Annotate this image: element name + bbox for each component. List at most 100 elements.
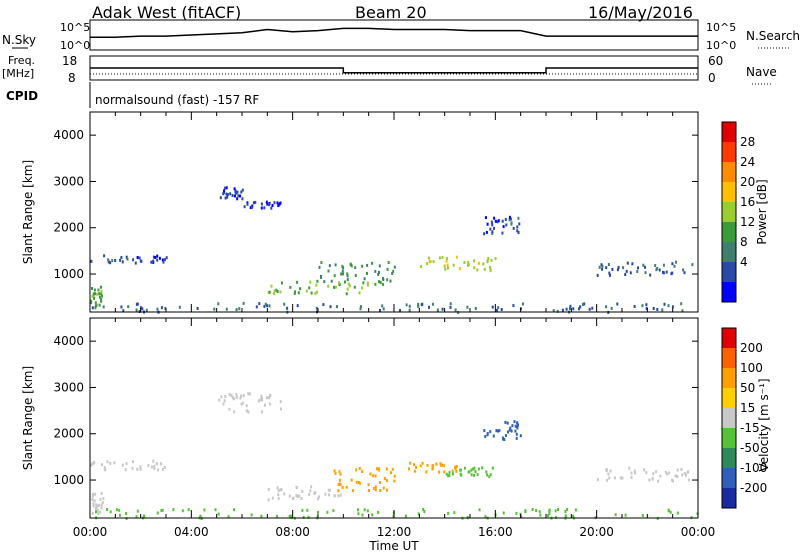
x-tick-label: 16:00 — [478, 525, 513, 539]
echo-cell — [438, 470, 441, 474]
echo-cell — [94, 301, 97, 305]
freq-label: Freq. — [8, 54, 35, 67]
echo-cell — [306, 508, 309, 512]
echo-cell — [113, 461, 116, 465]
colorbar-segment — [722, 428, 736, 449]
colorbar-segment — [722, 328, 736, 349]
echo-cell — [671, 305, 674, 309]
colorbar-tick-label: -15 — [740, 421, 760, 435]
echo-cell — [126, 257, 129, 261]
noise-tick-top: 10^5 — [60, 21, 90, 34]
echo-cell — [247, 392, 250, 396]
echo-cell — [634, 471, 637, 475]
echo-cell — [218, 398, 221, 402]
echo-cell — [94, 306, 97, 310]
echo-cell — [463, 261, 466, 264]
echo-cell — [616, 268, 619, 272]
echo-cell — [493, 216, 496, 220]
echo-cell — [230, 393, 233, 397]
echo-cell — [390, 471, 392, 475]
echo-cell — [467, 263, 470, 266]
echo-cell — [514, 424, 517, 428]
echo-cell — [508, 428, 511, 432]
echo-cell — [669, 510, 672, 514]
echo-cell — [556, 309, 559, 313]
echo-cell — [305, 289, 308, 293]
echo-cell — [265, 200, 268, 204]
echo-cell — [622, 266, 625, 270]
echo-cell — [445, 472, 448, 476]
echo-cell — [345, 485, 348, 489]
echo-cell — [512, 226, 515, 230]
echo-cell — [683, 471, 686, 475]
echo-cell — [91, 462, 94, 466]
echo-cell — [98, 504, 100, 507]
echo-cell — [263, 206, 266, 210]
echo-cell — [664, 471, 667, 474]
echo-cell — [654, 264, 657, 267]
echo-cell — [453, 511, 456, 515]
echo-cell — [314, 292, 317, 296]
y-tick-label: 4000 — [53, 128, 84, 142]
velocity-panel: 1000 2000 3000 4000 Slant Range [km] 200 100… — [21, 317, 771, 520]
echo-cell — [242, 394, 245, 398]
echo-cell — [366, 283, 369, 287]
echo-cell — [145, 308, 148, 312]
echo-cell — [153, 467, 156, 470]
echo-cell — [260, 206, 263, 210]
echo-cell — [243, 205, 246, 209]
echo-cell — [349, 262, 352, 266]
echo-cell — [100, 292, 103, 296]
beam-title: Beam 20 — [355, 3, 427, 22]
echo-cell — [361, 286, 363, 290]
echo-cell — [657, 479, 660, 483]
y-tick-label: 1000 — [53, 267, 84, 281]
echo-cell — [463, 466, 466, 470]
echo-cell — [393, 474, 396, 478]
echo-cell — [296, 495, 299, 498]
echo-cell — [470, 473, 473, 477]
echo-cell — [318, 265, 321, 269]
echo-cell — [413, 469, 416, 473]
echo-cell — [486, 259, 489, 263]
echo-cell — [683, 271, 686, 275]
y-tick-label: 2000 — [53, 427, 84, 441]
echo-cell — [328, 488, 331, 492]
echo-cell — [316, 510, 319, 514]
echo-cell — [159, 462, 162, 466]
echo-cell — [354, 266, 357, 270]
echo-cell — [605, 305, 608, 309]
echo-cell — [127, 305, 130, 309]
echo-cell — [332, 509, 335, 513]
echo-cell — [684, 473, 687, 477]
echo-cell — [359, 307, 362, 311]
echo-cell — [100, 294, 103, 298]
echo-cell — [91, 295, 94, 299]
power-ylabel: Slant Range [km] — [21, 160, 35, 264]
echo-cell — [572, 514, 574, 518]
echo-cell — [501, 436, 504, 440]
echo-cell — [369, 472, 372, 476]
echo-cell — [286, 306, 289, 310]
echo-cell — [261, 398, 264, 402]
echo-cell — [374, 485, 377, 489]
echo-cell — [616, 302, 619, 306]
echo-cell — [161, 508, 164, 512]
echo-cell — [517, 231, 520, 234]
echo-cell — [241, 197, 244, 201]
echo-cell — [152, 255, 155, 259]
echo-cell — [119, 258, 122, 262]
echo-cell — [358, 291, 361, 295]
echo-cell — [515, 432, 518, 436]
echo-cell — [237, 194, 240, 198]
echo-cell — [477, 467, 480, 471]
echo-cell — [260, 396, 263, 400]
echo-cell — [156, 254, 159, 258]
echo-cell — [346, 287, 349, 291]
echo-cell — [649, 273, 652, 277]
echo-cell — [497, 429, 499, 433]
echo-cell — [629, 271, 632, 275]
echo-cell — [337, 494, 340, 498]
echo-cell — [275, 288, 278, 292]
echo-cell — [625, 269, 628, 273]
